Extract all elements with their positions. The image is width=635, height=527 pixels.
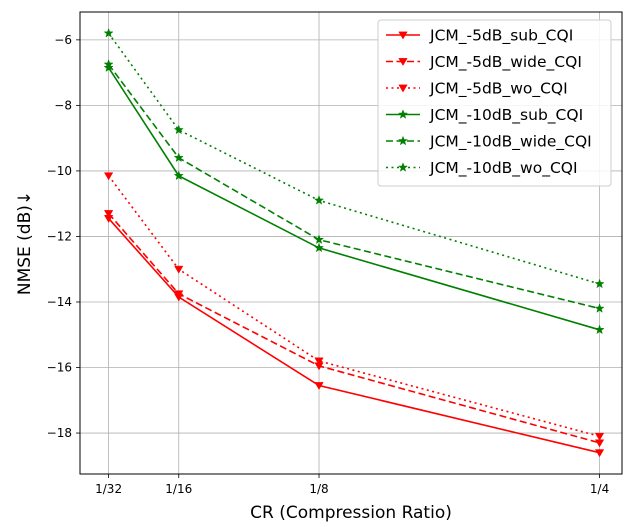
data-point [174, 265, 184, 274]
series-JCM_-10dB_sub_CQI [103, 62, 605, 335]
legend-entry: JCM_-5dB_sub_CQI [386, 27, 573, 46]
data-point [173, 152, 184, 163]
data-point [173, 124, 184, 135]
legend-marker [398, 58, 408, 66]
y-tick-label: −6 [54, 33, 72, 47]
legend-entry: JCM_-10dB_sub_CQI [386, 106, 583, 125]
legend-entry: JCM_-10dB_wide_CQI [386, 133, 592, 152]
series-JCM_-5dB_sub_CQI [103, 215, 605, 458]
series-line [107, 67, 600, 331]
x-tick-label: 1/8 [309, 482, 328, 496]
y-tick-label: −18 [47, 426, 72, 440]
data-point [103, 172, 114, 181]
x-axis-label: CR (Compression Ratio) [250, 503, 452, 523]
data-point [103, 62, 114, 73]
data-point [313, 195, 325, 205]
legend-label: JCM_-5dB_wo_CQI [429, 80, 568, 99]
y-tick-label: −8 [54, 98, 72, 112]
series-JCM_-10dB_wo_CQI [103, 27, 605, 289]
legend-label: JCM_-10dB_wide_CQI [429, 133, 592, 152]
legend-entry: JCM_-10dB_wo_CQI [386, 159, 578, 178]
data-point [173, 170, 184, 181]
axis-ticks: 1/32 1/16 1/8 1/4 −18 −16 −14 −12 −10 −8 −6 [47, 33, 610, 496]
series-line [108, 212, 600, 444]
y-tick-label: −10 [47, 164, 72, 178]
legend-marker [397, 162, 409, 172]
y-tick-label: −16 [47, 361, 72, 375]
legend-entry: JCM_-5dB_wide_CQI [386, 53, 582, 72]
data-point [594, 449, 605, 458]
legend-marker [398, 31, 408, 40]
series-layer [103, 27, 605, 458]
legend-marker [397, 135, 409, 146]
legend-marker [397, 109, 409, 119]
legend-marker [398, 84, 408, 93]
series-line [108, 217, 600, 454]
data-point [103, 27, 114, 38]
x-tick-label: 1/16 [165, 482, 192, 496]
data-point [314, 357, 324, 366]
data-point [313, 242, 325, 253]
data-point [594, 432, 605, 441]
y-tick-label: −14 [47, 295, 72, 309]
x-tick-label: 1/4 [590, 482, 609, 496]
legend-label: JCM_-10dB_sub_CQI [429, 106, 583, 125]
plot-frame [79, 11, 623, 475]
data-point [103, 210, 114, 218]
data-point [103, 59, 114, 69]
series-JCM_-10dB_wide_CQI [103, 59, 605, 313]
data-point [594, 324, 605, 335]
series-JCM_-5dB_wide_CQI [103, 210, 605, 448]
data-point [594, 278, 605, 289]
legend-label: JCM_-5dB_sub_CQI [429, 27, 573, 46]
y-tick-label: −12 [47, 229, 72, 243]
x-tick-label: 1/32 [95, 482, 122, 496]
series-line [107, 175, 600, 438]
legend-entry: JCM_-5dB_wo_CQI [386, 80, 568, 99]
series-JCM_-5dB_wo_CQI [103, 172, 605, 441]
data-point [174, 290, 184, 299]
legend-label: JCM_-10dB_wo_CQI [429, 159, 578, 178]
legend-label: JCM_-5dB_wide_CQI [429, 53, 582, 72]
data-point [313, 234, 325, 245]
legend-box [377, 19, 612, 187]
legend: JCM_-5dB_sub_CQI JCM_-5dB_wide_CQI JCM_-5d… [377, 19, 612, 187]
data-point [594, 303, 605, 313]
data-point [314, 382, 324, 391]
y-axis-label: NMSE (dB)↓ [15, 191, 35, 295]
series-line [107, 63, 600, 310]
